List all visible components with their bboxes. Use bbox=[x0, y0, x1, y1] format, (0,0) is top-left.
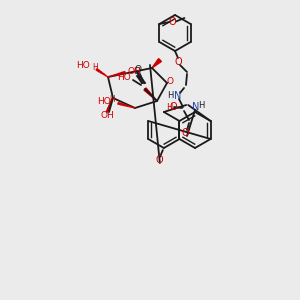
Text: N: N bbox=[174, 91, 182, 101]
Polygon shape bbox=[144, 88, 157, 101]
Text: HO: HO bbox=[76, 61, 90, 70]
Text: H: H bbox=[198, 100, 204, 109]
Text: O: O bbox=[169, 101, 177, 112]
Text: HO: HO bbox=[97, 98, 111, 106]
Text: OH: OH bbox=[100, 112, 114, 121]
Text: O: O bbox=[174, 57, 182, 67]
Text: O: O bbox=[134, 64, 142, 74]
Text: H: H bbox=[168, 92, 174, 100]
Text: N: N bbox=[191, 102, 199, 112]
Text: HO: HO bbox=[117, 74, 131, 82]
Text: O: O bbox=[167, 76, 173, 85]
Polygon shape bbox=[152, 58, 161, 68]
Text: H: H bbox=[166, 103, 172, 112]
Text: O: O bbox=[169, 17, 176, 27]
Text: O: O bbox=[134, 68, 140, 76]
Text: H: H bbox=[92, 64, 98, 73]
Text: OH: OH bbox=[128, 67, 142, 76]
Text: H: H bbox=[109, 95, 115, 104]
Text: O: O bbox=[181, 128, 189, 138]
Text: O: O bbox=[155, 155, 163, 165]
